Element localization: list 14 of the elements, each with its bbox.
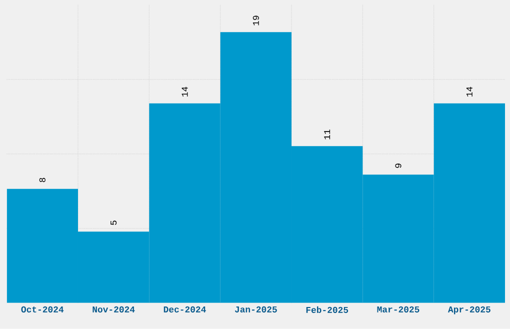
data-label: 5 (110, 220, 117, 225)
data-label: 11 (324, 130, 330, 140)
data-label: 9 (395, 164, 402, 168)
x-tick-label: Dec-2024 (164, 306, 206, 313)
data-label: 14 (466, 86, 472, 97)
x-tick-label: Mar-2025 (377, 306, 420, 313)
x-tick-label: Feb-2025 (306, 306, 348, 314)
x-tick-label: Jan-2025 (234, 306, 277, 313)
data-label: 14 (182, 86, 188, 97)
data-label: 19 (252, 16, 259, 26)
x-tick-label: Oct-2024 (21, 306, 64, 313)
x-tick-label: Apr-2025 (448, 306, 490, 314)
x-tick-label: Nov-2024 (92, 306, 135, 313)
data-label: 8 (39, 178, 46, 182)
